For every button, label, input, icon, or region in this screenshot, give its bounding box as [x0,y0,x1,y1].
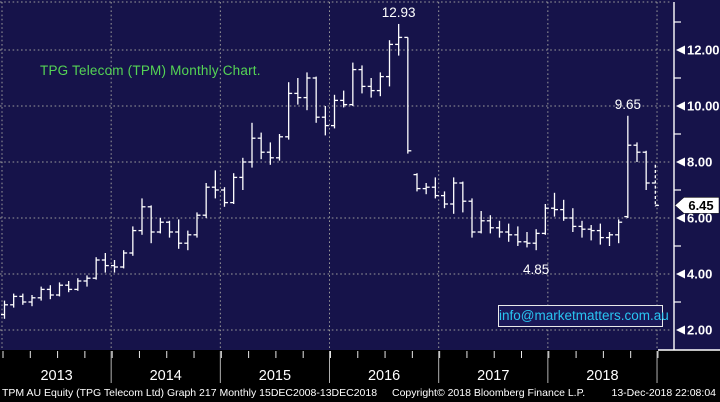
price-bars [1,23,659,319]
price-annotations: 12.93 9.65 4.85 [382,5,641,277]
x-axis: 2013 2014 2015 2016 2017 2018 [2,351,659,384]
svg-text:4.00: 4.00 [687,267,712,282]
svg-text:10.00: 10.00 [687,99,720,114]
contact-email-box[interactable]: info@marketmatters.com.au [498,305,669,327]
svg-text:6.00: 6.00 [687,211,712,226]
svg-text:4.85: 4.85 [523,262,549,277]
x-axis-year-label: 2016 [368,368,400,384]
svg-text:2.00: 2.00 [687,323,712,338]
y-axis: 12.00 10.00 8.00 6.00 4.00 2.00 [658,2,720,351]
chart-plot-area [0,0,720,350]
svg-text:9.65: 9.65 [615,97,641,112]
x-axis-year-label: 2015 [259,368,291,384]
x-axis-year-label: 2018 [586,368,618,384]
last-price-marker: 6.45 [674,197,720,214]
x-axis-year-label: 2017 [477,368,509,384]
svg-text:12.00: 12.00 [687,43,720,58]
chart-title: TPG Telecom (TPM) Monthly Chart. [40,63,261,78]
timestamp: 13-Dec-2018 22:08:04 [611,387,717,399]
x-axis-year-label: 2013 [40,368,72,384]
x-axis-year-label: 2014 [150,368,182,384]
svg-text:12.93: 12.93 [382,5,416,20]
status-bar: TPM AU Equity (TPG Telecom Ltd) Graph 21… [0,385,720,402]
grid-lines [0,1,672,350]
svg-text:8.00: 8.00 [687,155,712,170]
copyright-notice: Copyright© 2018 Bloomberg Finance L.P. [392,387,586,399]
security-description: TPM AU Equity (TPG Telecom Ltd) Graph 21… [2,387,378,399]
svg-text:6.45: 6.45 [688,198,713,213]
